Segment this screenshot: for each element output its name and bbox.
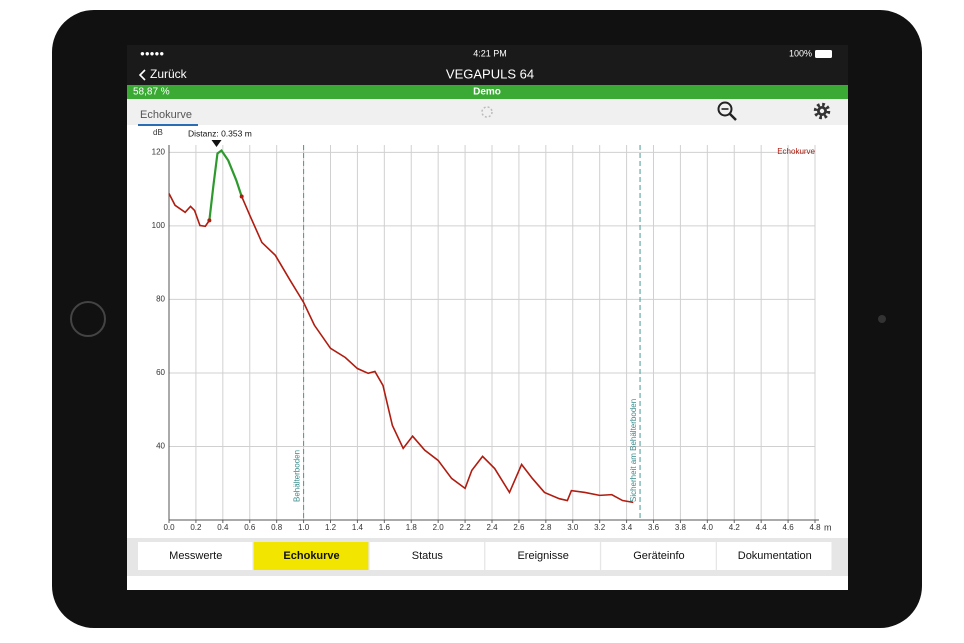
progress-percent: 58,87 % [133,87,170,98]
signal: ●●●●● [140,49,164,58]
x-tick-label: 0.0 [163,523,175,532]
nav-background [127,45,848,85]
x-tick-label: 0.6 [244,523,256,532]
display [127,45,848,590]
tab-underline [138,124,198,126]
home-button [70,301,106,337]
x-tick-label: 3.4 [621,523,633,532]
toolbar [127,99,848,125]
x-tick-label: 4.6 [783,523,795,532]
x-tick-label: 3.2 [594,523,606,532]
tabs: Messwerte Echokurve Status Ereignisse Geräte… [138,542,832,570]
tab-label[interactable]: Status [412,550,444,562]
x-tick-label: 3.6 [648,523,660,532]
x-unit: m [824,522,832,532]
x-tick-label: 2.2 [460,523,472,532]
spinner [481,106,493,118]
progress-mode: Demo [473,87,501,98]
tab-button[interactable] [485,542,600,570]
time: 4:21 PM [473,48,507,58]
nav-title: VEGAPULS 64 [446,66,534,81]
x-tick-label: 4.8 [809,523,821,532]
toolbar-tab[interactable]: Echokurve [140,109,192,121]
x-tick-label: 4.4 [756,523,768,532]
x-tick-label: 0.4 [217,523,229,532]
x-tick-label: 2.4 [486,523,498,532]
y-tick-label: 60 [156,368,165,377]
echo-endpoint [207,218,212,223]
zoom-icon[interactable] [717,101,737,121]
distance-label: Distanz: 0.353 m [188,128,252,138]
echo-line [208,148,243,221]
progress-bar [127,85,848,99]
y-tick-label: 120 [152,147,166,156]
x-tick-label: 0.8 [271,523,283,532]
x-tick-label: 2.6 [513,523,525,532]
echo-endpoint [239,194,244,199]
x-tick-label: 1.4 [352,523,364,532]
x-tick-label: 1.2 [325,523,337,532]
chart: 0.0 0.2 0.4 0.6 0.8 1.0 1.2 1.4 1.6 1.8 2.0 2.2 2.4 2… [152,128,832,532]
x-tick-label: 3.8 [675,523,687,532]
x-tick-label: 0.2 [190,523,202,532]
tab-button[interactable] [717,542,832,570]
x-tick-label: 4.0 [702,523,714,532]
x-tick-label: 4.2 [729,523,741,532]
annotation-label: Behälterboden [293,450,302,502]
x-tick-label: 1.0 [298,523,310,532]
annotation-label: Sicherheit am Behälterboden [629,399,638,502]
battery-text: 100% [789,48,812,58]
x-tick-label: 1.6 [379,523,391,532]
tab-button[interactable] [369,542,485,570]
battery-icon [815,50,832,58]
x-tick-label: 2.8 [540,523,552,532]
y-unit: dB [153,128,163,137]
camera [878,315,886,323]
x-tick-label: 3.0 [567,523,579,532]
x-tick-label: 1.8 [406,523,418,532]
tab-button[interactable] [601,542,716,570]
back-button[interactable]: Zurück [150,67,188,81]
tab-label[interactable]: Geräteinfo [633,550,684,562]
tab-label[interactable]: Echokurve [283,550,339,562]
settings-icon[interactable] [813,102,831,120]
tab-label[interactable]: Ereignisse [517,550,568,562]
tab-button[interactable] [138,542,253,570]
y-tick-label: 40 [156,442,165,451]
x-tick-label: 2.0 [433,523,445,532]
y-tick-label: 100 [152,221,166,230]
distance-marker [211,140,222,147]
tab-label[interactable]: Messwerte [169,550,222,562]
y-tick-label: 80 [156,295,165,304]
tab-button[interactable] [253,542,369,570]
back-chevron[interactable] [138,69,146,81]
echo-line [168,193,634,504]
tab-label[interactable]: Dokumentation [738,550,812,562]
legend-entry: Echokurve [777,147,815,156]
